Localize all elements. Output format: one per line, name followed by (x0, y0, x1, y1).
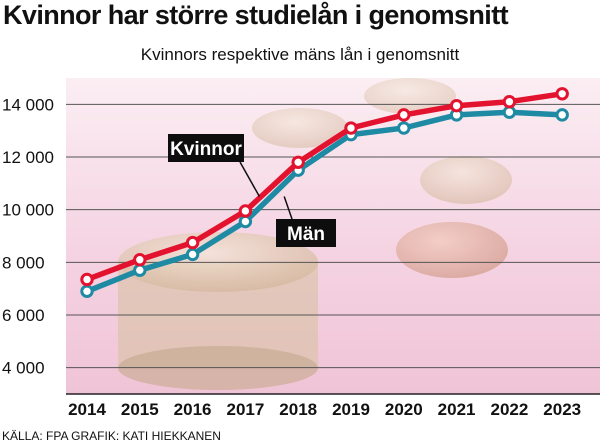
x-tick-label: 2015 (121, 400, 159, 419)
data-point (555, 108, 569, 122)
coin-decoration (396, 222, 508, 278)
series-line-kvinnor (84, 91, 565, 283)
data-point (80, 284, 94, 298)
x-tick-label: 2020 (385, 400, 423, 419)
y-tick-label: 6 000 (2, 306, 45, 325)
series-label-box (168, 134, 244, 162)
data-point (397, 121, 411, 135)
series-label: Kvinnor (170, 139, 242, 160)
data-point (238, 214, 253, 229)
data-point (291, 155, 305, 169)
series-label: Män (287, 224, 325, 245)
y-tick-label: 14 000 (2, 95, 54, 114)
data-point (449, 98, 464, 113)
headline: Kvinnor har större studielån i genomsnit… (3, 0, 509, 30)
source-credit: KÄLLA: FPA GRAFIK: KATI HIEKKANEN (2, 429, 221, 443)
data-point (502, 95, 517, 109)
y-tick-label: 10 000 (2, 201, 54, 220)
x-tick-label: 2023 (543, 400, 581, 419)
data-point (238, 204, 253, 218)
data-point (185, 235, 200, 250)
series-label-box (276, 219, 336, 247)
x-tick-label: 2019 (332, 400, 370, 419)
x-tick-label: 2017 (226, 400, 264, 419)
x-tick-label: 2022 (490, 400, 528, 419)
series-label-leader (239, 161, 261, 197)
x-tick-label: 2021 (438, 400, 476, 419)
data-point (185, 247, 200, 262)
data-point (344, 121, 358, 135)
y-tick-label: 12 000 (2, 148, 54, 167)
coin-decoration (252, 108, 348, 148)
data-point (502, 105, 517, 119)
coin-decoration (364, 78, 456, 114)
chart-title: Kvinnors respektive mäns lån i genomsnit… (140, 45, 460, 64)
data-point (80, 272, 94, 287)
x-tick-label: 2018 (279, 400, 317, 419)
x-tick-label: 2016 (174, 400, 212, 419)
data-point (133, 253, 147, 267)
coin-decoration (420, 156, 512, 204)
y-tick-label: 8 000 (2, 253, 45, 272)
series-line-man (84, 109, 565, 295)
data-point (397, 108, 411, 122)
data-point (555, 87, 569, 101)
x-tick-label: 2014 (68, 400, 106, 419)
y-tick-label: 4 000 (2, 359, 45, 378)
series-label-leader (283, 196, 293, 220)
data-point (133, 263, 147, 277)
